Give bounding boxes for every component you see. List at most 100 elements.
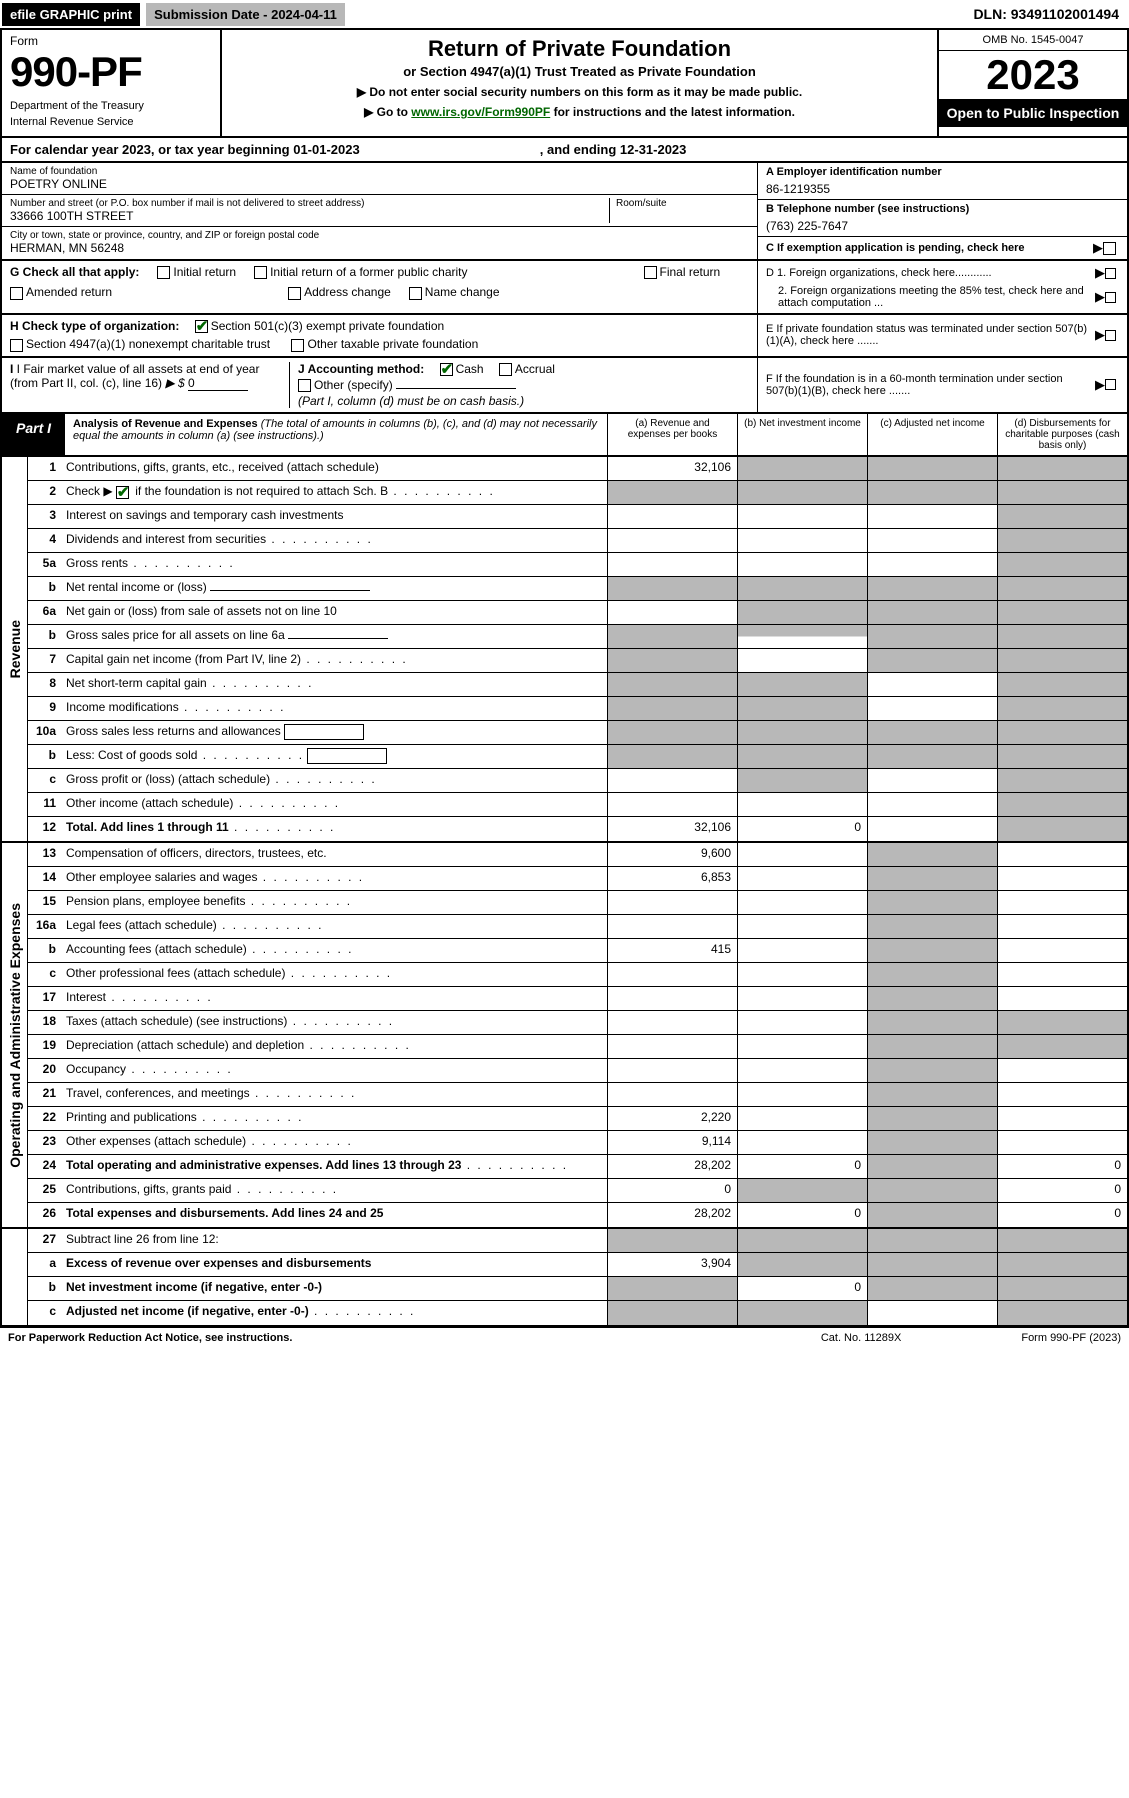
top-bar: efile GRAPHIC print Submission Date - 20… bbox=[0, 0, 1129, 30]
revenue-side-label: Revenue bbox=[2, 457, 28, 841]
row-6a: 6aNet gain or (loss) from sale of assets… bbox=[28, 601, 1127, 625]
city-label: City or town, state or province, country… bbox=[10, 230, 749, 241]
row-17: 17Interest bbox=[28, 987, 1127, 1011]
h-4947-checkbox[interactable] bbox=[10, 339, 23, 352]
exemption-cell: C If exemption application is pending, c… bbox=[758, 237, 1127, 259]
row-23: 23Other expenses (attach schedule)9,114 bbox=[28, 1131, 1127, 1155]
h-4947-label: Section 4947(a)(1) nonexempt charitable … bbox=[26, 337, 270, 351]
expenses-section: Operating and Administrative Expenses 13… bbox=[0, 843, 1129, 1229]
row-12: 12Total. Add lines 1 through 1132,1060 bbox=[28, 817, 1127, 841]
row-27c: cAdjusted net income (if negative, enter… bbox=[28, 1301, 1127, 1325]
j-accrual-checkbox[interactable] bbox=[499, 363, 512, 376]
row-16a: 16aLegal fees (attach schedule) bbox=[28, 915, 1127, 939]
row-4: 4Dividends and interest from securities bbox=[28, 529, 1127, 553]
dln-label: DLN: 93491102001494 bbox=[965, 2, 1127, 26]
dept-treasury: Department of the Treasury bbox=[10, 100, 212, 112]
part1-header: Part I Analysis of Revenue and Expenses … bbox=[0, 414, 1129, 457]
ein-cell: A Employer identification number 86-1219… bbox=[758, 163, 1127, 200]
i-arrow-dollar: ▶ $ bbox=[165, 376, 184, 390]
g-name-checkbox[interactable] bbox=[409, 287, 422, 300]
e-checkbox[interactable] bbox=[1105, 330, 1116, 341]
form-subtitle: or Section 4947(a)(1) Trust Treated as P… bbox=[234, 64, 925, 79]
street-address: 33666 100TH STREET bbox=[10, 209, 609, 223]
g-amended-checkbox[interactable] bbox=[10, 287, 23, 300]
row-8: 8Net short-term capital gain bbox=[28, 673, 1127, 697]
h-other-checkbox[interactable] bbox=[291, 339, 304, 352]
d1-checkbox[interactable] bbox=[1105, 268, 1116, 279]
g-initial-checkbox[interactable] bbox=[157, 266, 170, 279]
irs-label: Internal Revenue Service bbox=[10, 116, 212, 128]
submission-date: Submission Date - 2024-04-11 bbox=[146, 3, 345, 26]
g-address-checkbox[interactable] bbox=[288, 287, 301, 300]
schb-checkbox[interactable] bbox=[116, 486, 129, 499]
g-label: G Check all that apply: bbox=[10, 265, 139, 279]
j-other-input[interactable] bbox=[396, 388, 516, 389]
name-label: Name of foundation bbox=[10, 166, 749, 177]
h-row: H Check type of organization: Section 50… bbox=[0, 315, 1129, 358]
row-27b: bNet investment income (if negative, ent… bbox=[28, 1277, 1127, 1301]
col-a-header: (a) Revenue and expenses per books bbox=[607, 414, 737, 455]
efile-button[interactable]: efile GRAPHIC print bbox=[2, 3, 140, 26]
d2-checkbox[interactable] bbox=[1105, 292, 1116, 303]
i-fmv-value: 0 bbox=[188, 376, 248, 391]
part1-desc: Analysis of Revenue and Expenses (The to… bbox=[65, 414, 607, 455]
g-initial-former-label: Initial return of a former public charit… bbox=[270, 265, 467, 279]
note2-post: for instructions and the latest informat… bbox=[550, 105, 795, 119]
g-name-label: Name change bbox=[425, 285, 500, 299]
arrow-icon: ▶ bbox=[1095, 289, 1105, 305]
row-7: 7Capital gain net income (from Part IV, … bbox=[28, 649, 1127, 673]
f-checkbox[interactable] bbox=[1105, 379, 1116, 390]
revenue-section: Revenue 1Contributions, gifts, grants, e… bbox=[0, 457, 1129, 843]
row-26: 26Total expenses and disbursements. Add … bbox=[28, 1203, 1127, 1227]
row-15: 15Pension plans, employee benefits bbox=[28, 891, 1127, 915]
j-other-checkbox[interactable] bbox=[298, 379, 311, 392]
g-initial-label: Initial return bbox=[173, 265, 236, 279]
row-19: 19Depreciation (attach schedule) and dep… bbox=[28, 1035, 1127, 1059]
city-cell: City or town, state or province, country… bbox=[2, 227, 757, 258]
j-cash-label: Cash bbox=[456, 362, 484, 376]
d1-label: D 1. Foreign organizations, check here..… bbox=[766, 267, 1095, 279]
h-501c3-label: Section 501(c)(3) exempt private foundat… bbox=[211, 319, 444, 333]
foundation-info: Name of foundation POETRY ONLINE Number … bbox=[0, 163, 1129, 261]
g-final-checkbox[interactable] bbox=[644, 266, 657, 279]
j-other-label: Other (specify) bbox=[314, 378, 393, 392]
form-word: Form bbox=[10, 34, 212, 48]
row-14: 14Other employee salaries and wages6,853 bbox=[28, 867, 1127, 891]
form-title-block: Return of Private Foundation or Section … bbox=[222, 30, 937, 136]
name-cell: Name of foundation POETRY ONLINE bbox=[2, 163, 757, 195]
row-16b: bAccounting fees (attach schedule)415 bbox=[28, 939, 1127, 963]
footer-formid: Form 990-PF (2023) bbox=[1021, 1332, 1121, 1344]
exemption-checkbox[interactable] bbox=[1103, 242, 1116, 255]
row-24: 24Total operating and administrative exp… bbox=[28, 1155, 1127, 1179]
j-cash-checkbox[interactable] bbox=[440, 363, 453, 376]
form-note-2: ▶ Go to www.irs.gov/Form990PF for instru… bbox=[234, 105, 925, 119]
j-note: (Part I, column (d) must be on cash basi… bbox=[298, 394, 749, 408]
row-2: 2Check ▶ if the foundation is not requir… bbox=[28, 481, 1127, 505]
phone-cell: B Telephone number (see instructions) (7… bbox=[758, 200, 1127, 237]
footer-catno: Cat. No. 11289X bbox=[821, 1332, 902, 1344]
g-initial-former-checkbox[interactable] bbox=[254, 266, 267, 279]
h-501c3-checkbox[interactable] bbox=[195, 320, 208, 333]
row-11: 11Other income (attach schedule) bbox=[28, 793, 1127, 817]
foundation-name: POETRY ONLINE bbox=[10, 177, 749, 191]
row-10b: bLess: Cost of goods sold bbox=[28, 745, 1127, 769]
part1-tag: Part I bbox=[2, 414, 65, 455]
d2-label: 2. Foreign organizations meeting the 85%… bbox=[766, 285, 1095, 309]
note2-pre: ▶ Go to bbox=[364, 105, 411, 119]
row-10c: cGross profit or (loss) (attach schedule… bbox=[28, 769, 1127, 793]
form-id-block: Form 990-PF Department of the Treasury I… bbox=[2, 30, 222, 136]
line27-section: 27Subtract line 26 from line 12: aExcess… bbox=[0, 1229, 1129, 1327]
city-state-zip: HERMAN, MN 56248 bbox=[10, 241, 749, 255]
row-27: 27Subtract line 26 from line 12: bbox=[28, 1229, 1127, 1253]
irs-link[interactable]: www.irs.gov/Form990PF bbox=[411, 105, 550, 119]
g-amended-label: Amended return bbox=[26, 285, 112, 299]
arrow-icon: ▶ bbox=[1095, 377, 1105, 393]
f-label: F If the foundation is in a 60-month ter… bbox=[766, 373, 1095, 397]
calendar-year-row: For calendar year 2023, or tax year begi… bbox=[0, 138, 1129, 163]
row-5b: bNet rental income or (loss) bbox=[28, 577, 1127, 601]
r1-a: 32,106 bbox=[607, 457, 737, 480]
form-year-block: OMB No. 1545-0047 2023 Open to Public In… bbox=[937, 30, 1127, 136]
phone-label: B Telephone number (see instructions) bbox=[766, 203, 1119, 215]
row-10a: 10aGross sales less returns and allowanc… bbox=[28, 721, 1127, 745]
ein-label: A Employer identification number bbox=[766, 166, 1119, 178]
